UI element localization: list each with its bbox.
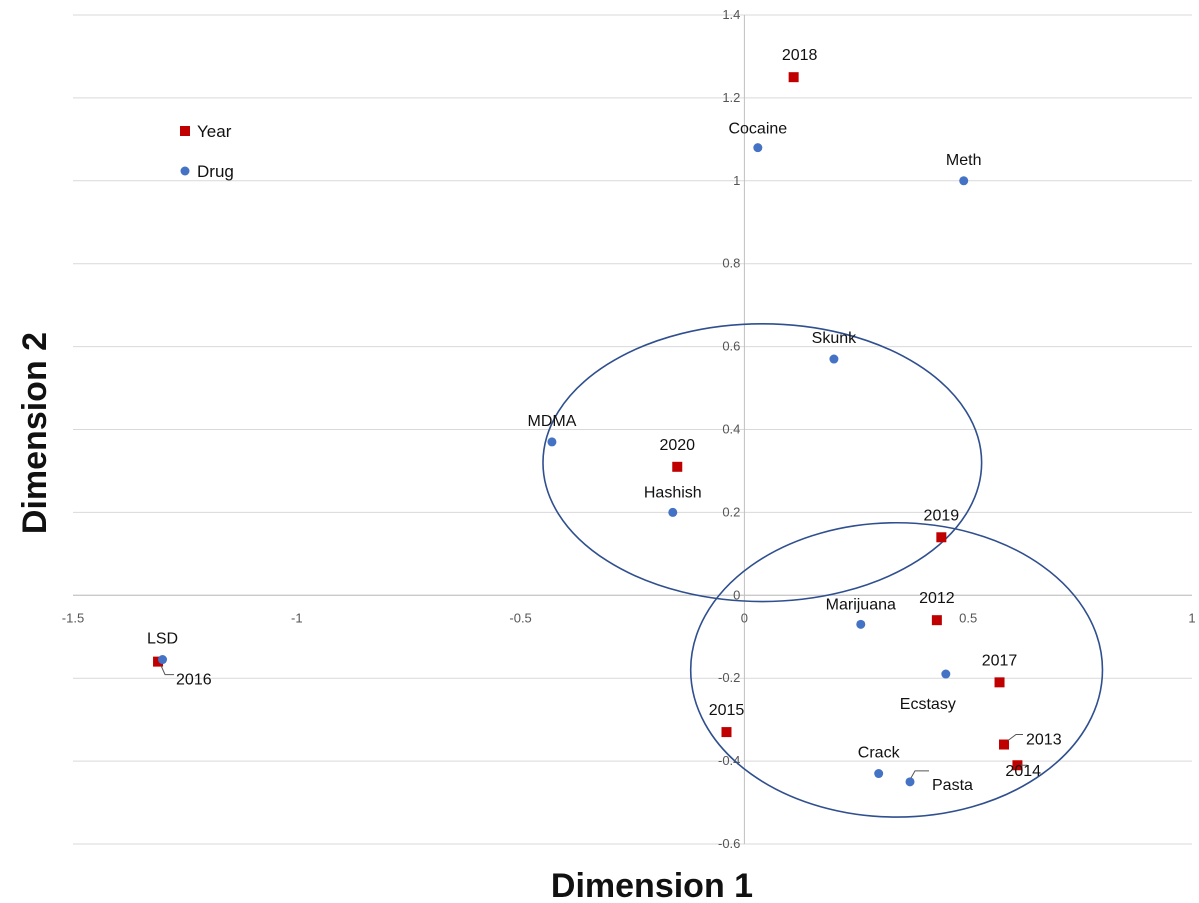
data-label-mdma: MDMA bbox=[527, 413, 576, 430]
point-year-2014 bbox=[1012, 760, 1023, 771]
y-tick-label: 0.6 bbox=[722, 339, 740, 354]
data-label-2012: 2012 bbox=[919, 590, 955, 607]
point-drug-marijuana bbox=[856, 619, 866, 629]
legend-marker-drug bbox=[180, 166, 190, 176]
y-tick-label: -0.6 bbox=[718, 836, 740, 851]
x-tick-label: -1 bbox=[291, 610, 303, 625]
axes bbox=[73, 15, 1192, 844]
data-label-skunk: Skunk bbox=[812, 330, 857, 347]
x-tick-labels: -1.5 -1 -0.5 0 0.5 1 bbox=[62, 610, 1196, 625]
data-label-pasta: Pasta bbox=[932, 777, 973, 794]
y-tick-labels: -0.6 -0.4 -0.2 0 0.2 0.4 0.6 0.8 1 1.2 1.4 bbox=[718, 7, 740, 851]
data-label-ecstasy: Ecstasy bbox=[900, 696, 956, 713]
data-label-2017: 2017 bbox=[982, 652, 1018, 669]
y-tick-label: -0.2 bbox=[718, 670, 740, 685]
data-label-meth: Meth bbox=[946, 152, 982, 169]
point-drug-meth bbox=[959, 176, 969, 186]
point-drug-lsd bbox=[158, 655, 168, 665]
x-tick-label: -1.5 bbox=[62, 610, 84, 625]
y-tick-label: 1 bbox=[733, 173, 740, 188]
data-label-hashish: Hashish bbox=[644, 484, 702, 501]
data-label-2014: 2014 bbox=[1005, 763, 1041, 780]
point-year-2019 bbox=[936, 532, 947, 543]
cluster-ellipse-1 bbox=[542, 323, 983, 603]
point-year-2016 bbox=[153, 656, 164, 667]
point-year-2018 bbox=[788, 72, 799, 83]
data-points bbox=[153, 72, 1023, 787]
y-tick-label: 0 bbox=[733, 587, 740, 602]
data-label-crack: Crack bbox=[858, 745, 901, 762]
point-year-2015 bbox=[721, 727, 732, 738]
leader-line-2013 bbox=[1007, 734, 1024, 741]
x-tick-label: 0.5 bbox=[959, 610, 977, 625]
data-label-lsd: LSD bbox=[147, 631, 178, 648]
point-drug-cocaine bbox=[753, 143, 763, 153]
data-label-2019: 2019 bbox=[924, 507, 960, 524]
y-tick-label: 0.2 bbox=[722, 504, 740, 519]
leader-line-2016 bbox=[160, 665, 175, 676]
y-tick-label: 0.4 bbox=[722, 422, 740, 437]
x-axis-title: Dimension 1 bbox=[551, 867, 753, 903]
point-drug-crack bbox=[874, 769, 884, 779]
point-drug-hashish bbox=[668, 507, 678, 517]
legend-label-drug: Drug bbox=[197, 162, 234, 181]
x-tick-label: 0 bbox=[741, 610, 748, 625]
y-tick-label: -0.4 bbox=[718, 753, 740, 768]
legend-label-year: Year bbox=[197, 122, 232, 141]
y-tick-label: 0.8 bbox=[722, 256, 740, 271]
point-year-2020 bbox=[672, 461, 683, 472]
legend: Year Drug bbox=[180, 122, 234, 181]
gridlines bbox=[73, 14, 1192, 845]
x-tick-label: 1 bbox=[1188, 610, 1195, 625]
point-drug-pasta bbox=[905, 777, 915, 787]
data-label-2018: 2018 bbox=[782, 47, 818, 64]
point-drug-ecstasy bbox=[941, 669, 951, 679]
data-label-cocaine: Cocaine bbox=[728, 121, 787, 138]
y-axis-title: Dimension 2 bbox=[16, 332, 54, 534]
data-label-2020: 2020 bbox=[659, 437, 695, 454]
legend-marker-year bbox=[180, 126, 190, 136]
y-tick-label: 1.4 bbox=[722, 7, 740, 22]
point-drug-skunk bbox=[829, 354, 839, 364]
data-label-2013: 2013 bbox=[1026, 732, 1062, 749]
point-year-2013 bbox=[999, 739, 1010, 750]
data-label-marijuana: Marijuana bbox=[826, 596, 896, 613]
y-tick-label: 1.2 bbox=[722, 90, 740, 105]
cluster-ellipse-2 bbox=[689, 521, 1104, 818]
cluster-ellipses bbox=[542, 323, 1104, 818]
data-label-2015: 2015 bbox=[709, 702, 745, 719]
x-tick-label: -0.5 bbox=[509, 610, 531, 625]
data-labels: 2018 2020 2019 2012 2017 2015 2013 2014 2016 Coca… bbox=[147, 47, 1062, 794]
point-year-2017 bbox=[994, 677, 1005, 688]
data-label-2016: 2016 bbox=[176, 672, 212, 689]
point-drug-mdma bbox=[547, 437, 557, 447]
leader-line-pasta bbox=[910, 770, 930, 779]
point-year-2012 bbox=[931, 615, 942, 626]
